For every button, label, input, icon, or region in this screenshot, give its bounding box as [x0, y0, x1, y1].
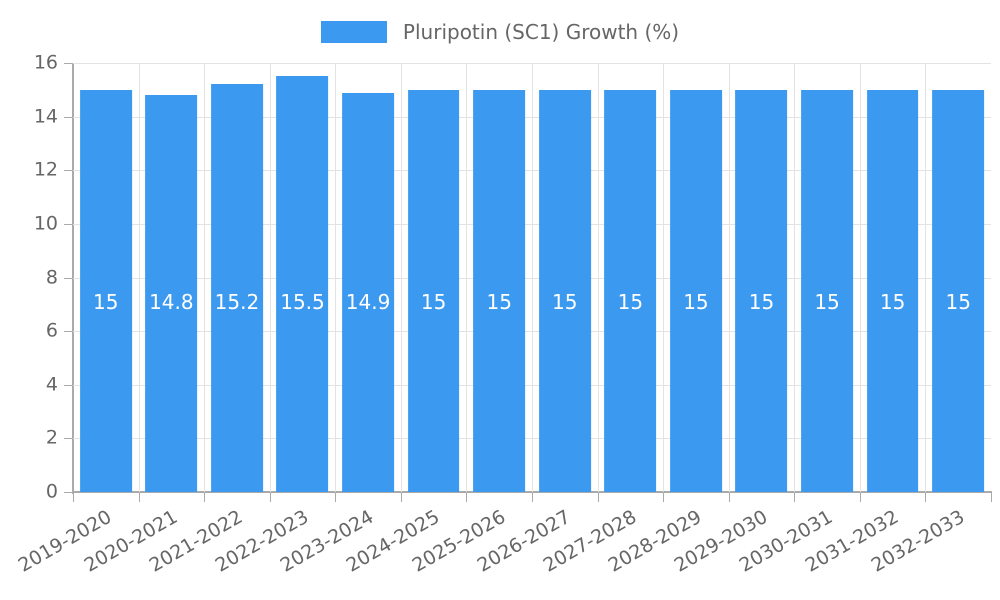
y-axis-tick-label: 6 [45, 319, 58, 342]
x-axis-tick [138, 493, 140, 502]
bar-value-label: 15 [879, 290, 906, 314]
bar-value-label: 15.2 [214, 290, 260, 314]
y-axis-line [72, 63, 74, 494]
x-axis-tick [204, 493, 206, 502]
bar-value-label: 14.8 [149, 290, 194, 314]
y-axis-tick-label: 8 [45, 266, 58, 288]
x-axis-tick [728, 493, 730, 502]
gridline-vertical [925, 63, 927, 492]
bar-slot: 15 [401, 63, 467, 492]
y-axis-tick [64, 63, 72, 64]
legend-label-pluripotin: Pluripotin (SC1) Growth (%) [402, 20, 680, 44]
x-axis-tick [663, 493, 665, 502]
bar[interactable] [407, 89, 460, 492]
bar-value-label: 14.9 [345, 290, 391, 314]
x-axis-tick [991, 493, 992, 502]
gridline-vertical [400, 63, 402, 492]
x-axis-tick [794, 493, 796, 502]
bar[interactable] [604, 89, 657, 492]
bar[interactable] [866, 89, 919, 492]
gridline-vertical [532, 63, 533, 492]
x-axis-line [72, 491, 992, 493]
bar-slot: 15 [73, 63, 139, 492]
y-axis-tick [64, 277, 72, 279]
y-axis-tick-label: 2 [45, 426, 58, 449]
y-axis-tick-label: 16 [33, 51, 58, 74]
bar-value-label: 15 [617, 290, 644, 314]
x-axis-label-wrap: 2032-2033 [867, 504, 991, 577]
bar-slot: 15 [466, 63, 532, 492]
gridline-vertical [269, 63, 271, 492]
y-axis-tick-label: 10 [33, 212, 58, 235]
y-axis-tick [64, 116, 72, 118]
bar-slot: 15.5 [270, 63, 336, 492]
bar-value-label: 15 [748, 290, 775, 314]
bar[interactable] [473, 89, 526, 492]
bar-slot: 15 [925, 63, 991, 492]
gridline-vertical [728, 63, 730, 492]
y-axis-tick [64, 331, 72, 333]
y-axis-tick [64, 223, 72, 225]
gridline-vertical [859, 63, 861, 492]
bar[interactable] [276, 76, 329, 492]
gridline-vertical [204, 63, 206, 492]
plot-grid [73, 63, 991, 492]
x-axis-tick [269, 493, 271, 502]
y-axis-tick-label: 0 [45, 480, 58, 503]
bar[interactable] [735, 89, 788, 492]
bar[interactable] [145, 95, 198, 492]
bar[interactable] [670, 89, 722, 492]
bar-value-label: 15 [420, 290, 447, 314]
y-axis-tick-label: 12 [33, 158, 58, 181]
bar-slot: 15.2 [204, 63, 270, 492]
chart-legend: Pluripotin (SC1) Growth (%) [0, 14, 1000, 50]
bar-value-label: 15 [683, 290, 709, 314]
gridline-vertical [663, 63, 665, 492]
x-axis-tick [466, 493, 468, 502]
gridline-vertical [466, 63, 468, 492]
y-axis-tick-label: 4 [45, 373, 58, 396]
y-axis-tick [64, 384, 72, 386]
bar-series-pluripotin: 15 14.8 15.2 15.5 14.9 15 15 15 15 15 15 15 15 15 [73, 63, 991, 492]
bar-value-label: 15 [93, 290, 119, 314]
bar[interactable] [932, 89, 985, 492]
bar[interactable] [342, 92, 394, 492]
x-axis-tick [532, 493, 533, 502]
gridline-vertical [335, 63, 337, 492]
bar-value-label: 15 [552, 290, 578, 314]
x-axis-tick [925, 493, 927, 502]
bar-slot: 14.8 [139, 63, 205, 492]
bar-slot: 14.9 [335, 63, 401, 492]
bar-value-label: 15 [945, 290, 971, 314]
y-axis-tick [64, 438, 72, 440]
bar-slot: 15 [598, 63, 664, 492]
y-axis-tick [64, 492, 72, 493]
x-axis-tick [400, 493, 402, 502]
bar[interactable] [538, 89, 591, 492]
bar[interactable] [211, 84, 263, 492]
x-axis-labels: 2019-2020 2020-2021 2021-2022 2022-2023 2023… [15, 492, 991, 600]
bar-slot: 15 [663, 63, 729, 492]
bar[interactable] [79, 89, 132, 492]
gridline-vertical [597, 63, 599, 492]
x-axis-tick [859, 493, 861, 502]
legend-swatch-pluripotin [320, 21, 387, 43]
bar-slot: 15 [860, 63, 926, 492]
y-axis-tick [64, 170, 72, 172]
bar[interactable] [801, 89, 853, 492]
gridline-vertical [794, 63, 796, 492]
bar-value-label: 15 [814, 290, 840, 314]
bar-value-label: 15.5 [280, 290, 325, 314]
x-axis-tick [73, 493, 74, 502]
x-axis-tick [597, 493, 599, 502]
bar-slot: 15 [532, 63, 598, 492]
bar-slot: 15 [729, 63, 795, 492]
gridline-vertical [138, 63, 140, 492]
y-axis-tick-label: 14 [33, 105, 58, 128]
bar-value-label: 15 [486, 290, 512, 314]
y-axis-labels: 0 2 4 6 8 10 12 14 16 [0, 0, 58, 600]
x-axis-tick [335, 493, 337, 502]
bar-slot: 15 [794, 63, 860, 492]
